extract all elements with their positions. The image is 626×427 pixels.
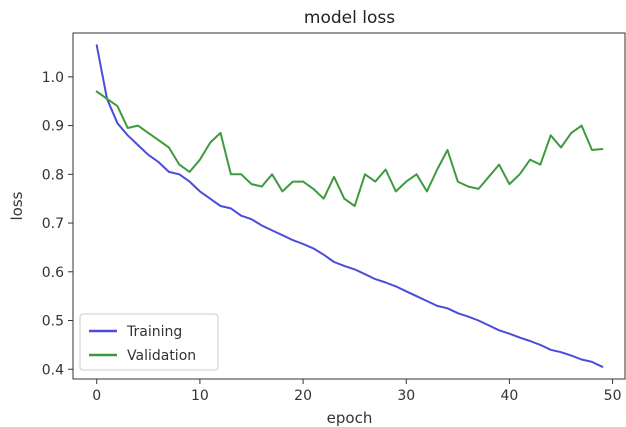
x-tick-label: 50 bbox=[604, 388, 622, 404]
y-tick-label: 0.9 bbox=[42, 119, 64, 135]
x-tick-label: 20 bbox=[294, 388, 312, 404]
y-tick-label: 0.8 bbox=[42, 167, 64, 183]
legend-label-training: Training bbox=[126, 324, 182, 340]
y-tick-label: 0.7 bbox=[42, 216, 64, 232]
chart-title: model loss bbox=[304, 8, 395, 28]
series-line-training bbox=[95, 44, 604, 368]
y-axis: 0.4 0.5 0.6 0.7 0.8 0.9 1.0 bbox=[42, 70, 73, 378]
x-tick-label: 40 bbox=[501, 388, 519, 404]
legend: Training Validation bbox=[79, 313, 219, 371]
x-tick-label: 10 bbox=[191, 388, 209, 404]
x-axis: 0 10 20 30 40 50 bbox=[92, 379, 622, 404]
series-layer bbox=[95, 44, 604, 368]
y-axis-title: loss bbox=[8, 191, 26, 220]
y-tick-label: 0.5 bbox=[42, 314, 64, 330]
series-line-validation bbox=[95, 90, 604, 207]
x-tick-label: 30 bbox=[397, 388, 415, 404]
y-tick-label: 0.6 bbox=[42, 265, 64, 281]
x-tick-label: 0 bbox=[92, 388, 101, 404]
x-axis-title: epoch bbox=[327, 409, 373, 427]
legend-label-validation: Validation bbox=[127, 348, 196, 364]
y-tick-label: 0.4 bbox=[42, 362, 64, 378]
y-tick-label: 1.0 bbox=[42, 70, 64, 86]
